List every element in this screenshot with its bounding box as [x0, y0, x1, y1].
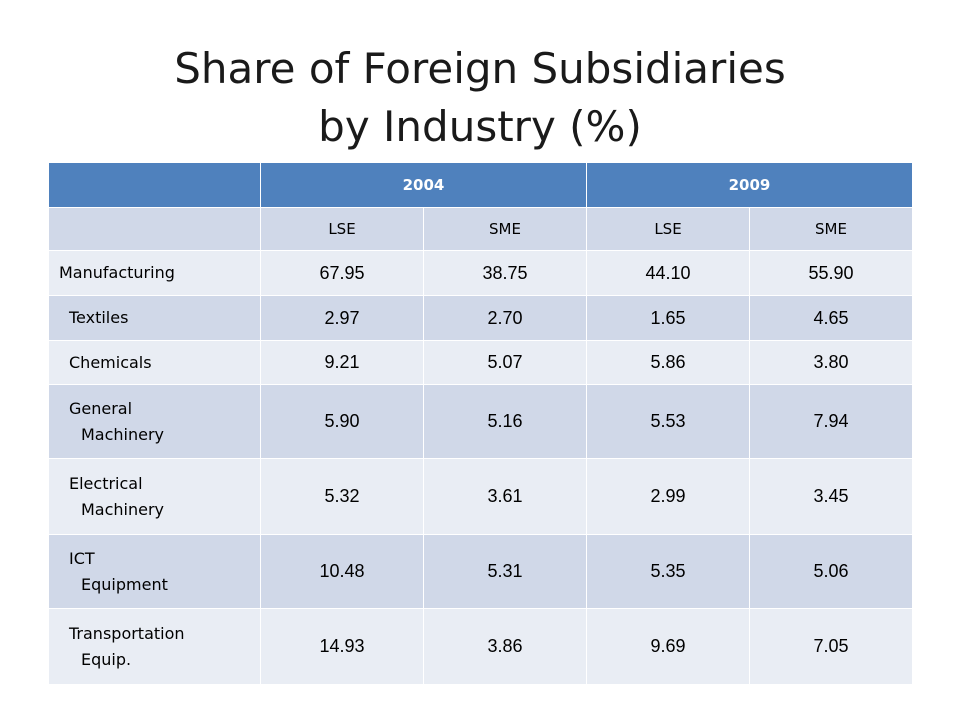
row-label-line-2: Machinery — [81, 499, 165, 519]
row-label: ICT Equipment — [48, 534, 261, 609]
value-cell: 5.32 — [260, 458, 424, 535]
table-row: ICT Equipment 10.48 5.31 5.35 5.06 — [48, 534, 913, 609]
title-line-2: by Industry (%) — [318, 102, 642, 151]
row-label: Manufacturing — [48, 250, 261, 296]
subheader-cell: SME — [423, 207, 587, 251]
value-cell: 2.97 — [260, 295, 424, 341]
value-cell: 14.93 — [260, 608, 424, 685]
value-cell: 44.10 — [586, 250, 750, 296]
value-cell: 2.99 — [586, 458, 750, 535]
value-cell: 2.70 — [423, 295, 587, 341]
row-label-line-1: ICT — [69, 548, 95, 568]
header-corner-cell — [48, 162, 261, 208]
table-row: Electrical Machinery 5.32 3.61 2.99 3.45 — [48, 458, 913, 535]
subheader-corner-cell — [48, 207, 261, 251]
row-label-line-1: Electrical — [69, 473, 143, 493]
value-cell: 7.94 — [749, 384, 913, 459]
table-row: Textiles 2.97 2.70 1.65 4.65 — [48, 295, 913, 341]
table-row: Chemicals 9.21 5.07 5.86 3.80 — [48, 340, 913, 385]
row-label-line-2: Equipment — [81, 574, 168, 594]
table-row: Manufacturing 67.95 38.75 44.10 55.90 — [48, 250, 913, 296]
row-label-line-2: Equip. — [81, 649, 132, 669]
row-label-line-1: Chemicals — [69, 352, 152, 372]
subheader-cell: SME — [749, 207, 913, 251]
row-label-line-1: Manufacturing — [59, 263, 175, 282]
value-cell: 38.75 — [423, 250, 587, 296]
value-cell: 9.21 — [260, 340, 424, 385]
subheader-cell: LSE — [260, 207, 424, 251]
row-label: Chemicals — [48, 340, 261, 385]
value-cell: 5.06 — [749, 534, 913, 609]
row-label: Textiles — [48, 295, 261, 341]
value-cell: 9.69 — [586, 608, 750, 685]
row-label-line-1: Textiles — [69, 308, 129, 327]
value-cell: 5.53 — [586, 384, 750, 459]
value-cell: 5.31 — [423, 534, 587, 609]
value-cell: 10.48 — [260, 534, 424, 609]
year-header-2004: 2004 — [260, 162, 587, 208]
value-cell: 3.61 — [423, 458, 587, 535]
value-cell: 55.90 — [749, 250, 913, 296]
row-label: General Machinery — [48, 384, 261, 459]
value-cell: 5.86 — [586, 340, 750, 385]
value-cell: 3.86 — [423, 608, 587, 685]
row-label-line-2: Machinery — [81, 424, 165, 444]
row-label-line-1: General — [69, 398, 133, 418]
subheader-cell: LSE — [586, 207, 750, 251]
value-cell: 7.05 — [749, 608, 913, 685]
value-cell: 5.90 — [260, 384, 424, 459]
slide-title: Share of Foreign Subsidiaries by Industr… — [0, 40, 960, 156]
value-cell: 1.65 — [586, 295, 750, 341]
value-cell: 5.07 — [423, 340, 587, 385]
year-header-2009: 2009 — [586, 162, 913, 208]
subsidiaries-table: 2004 2009 LSE SME LSE SME Manufacturing … — [48, 162, 913, 685]
value-cell: 4.65 — [749, 295, 913, 341]
value-cell: 3.80 — [749, 340, 913, 385]
table-row: Transportation Equip. 14.93 3.86 9.69 7.… — [48, 608, 913, 685]
title-line-1: Share of Foreign Subsidiaries — [174, 44, 786, 93]
row-label-line-1: Transportation — [69, 623, 185, 643]
year-header-row: 2004 2009 — [48, 162, 913, 208]
value-cell: 5.35 — [586, 534, 750, 609]
value-cell: 3.45 — [749, 458, 913, 535]
row-label: Transportation Equip. — [48, 608, 261, 685]
size-subheader-row: LSE SME LSE SME — [48, 207, 913, 251]
value-cell: 67.95 — [260, 250, 424, 296]
table-row: General Machinery 5.90 5.16 5.53 7.94 — [48, 384, 913, 459]
value-cell: 5.16 — [423, 384, 587, 459]
row-label: Electrical Machinery — [48, 458, 261, 535]
